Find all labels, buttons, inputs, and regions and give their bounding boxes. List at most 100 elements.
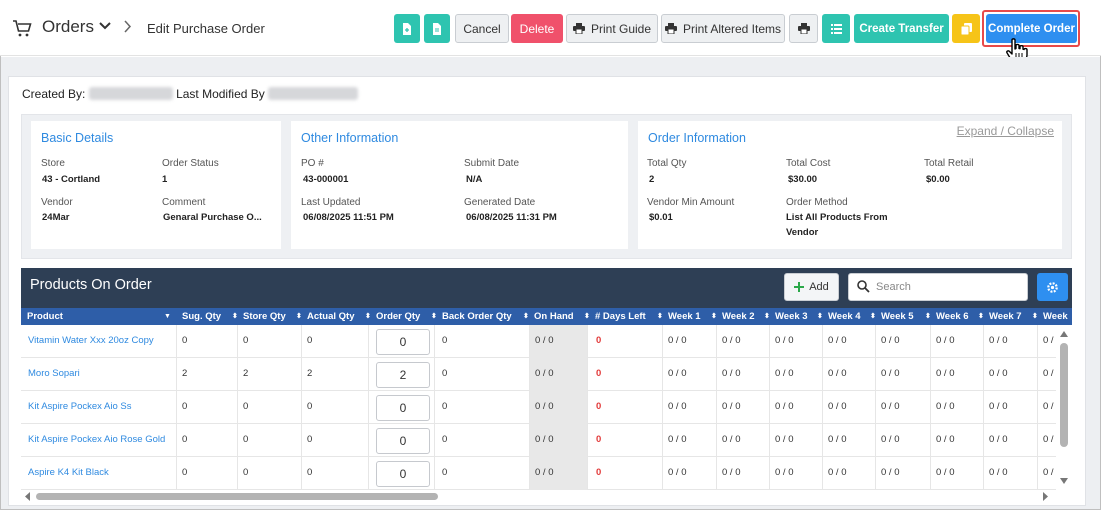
cell-back: 0 bbox=[442, 401, 448, 412]
cell-w2: 0 / 0 bbox=[722, 467, 741, 478]
chevron-down-icon[interactable] bbox=[99, 22, 111, 31]
print-altered-button[interactable]: Print Altered Items bbox=[661, 14, 785, 43]
cell-onhand: 0 / 0 bbox=[535, 401, 554, 412]
column-header[interactable]: Week 4 bbox=[828, 311, 861, 322]
redacted-user bbox=[268, 87, 359, 100]
column-header[interactable]: Sug. Qty bbox=[182, 311, 222, 322]
product-link[interactable]: Vitamin Water Xxx 20oz Copy bbox=[28, 335, 154, 346]
column-header[interactable]: Week 2 bbox=[722, 311, 755, 322]
column-header[interactable]: Week 7 bbox=[989, 311, 1022, 322]
order-info-box: Order Information Expand / Collapse Tota… bbox=[638, 121, 1062, 249]
create-transfer-button[interactable]: Create Transfer bbox=[854, 14, 949, 43]
product-link[interactable]: Kit Aspire Pockex Aio Rose Gold bbox=[28, 434, 166, 445]
complete-order-button[interactable]: Complete Order bbox=[986, 14, 1077, 43]
sort-icon[interactable]: ⬍ bbox=[365, 313, 371, 320]
file-plus-button[interactable] bbox=[394, 14, 420, 43]
cell-w1: 0 / 0 bbox=[668, 401, 687, 412]
order-qty-input[interactable]: 0 bbox=[376, 428, 430, 454]
column-header[interactable]: Order Qty bbox=[376, 311, 421, 322]
sort-icon[interactable]: ⬍ bbox=[978, 313, 984, 320]
horizontal-scrollbar[interactable] bbox=[21, 490, 1056, 503]
sort-icon[interactable]: ⬍ bbox=[431, 313, 437, 320]
gear-icon bbox=[1047, 282, 1058, 293]
sort-icon[interactable]: ⬍ bbox=[296, 313, 302, 320]
order-qty-input[interactable]: 0 bbox=[376, 461, 430, 487]
order-status-label: Order Status bbox=[162, 158, 219, 169]
last-updated-value: 06/08/2025 11:51 PM bbox=[303, 212, 394, 223]
product-link[interactable]: Aspire K4 Kit Black bbox=[28, 467, 109, 478]
column-header[interactable]: Week bbox=[1043, 311, 1068, 322]
column-header[interactable]: Week 5 bbox=[881, 311, 914, 322]
column-header[interactable]: Week 3 bbox=[775, 311, 808, 322]
cell-divider bbox=[237, 391, 238, 424]
cell-w3: 0 / 0 bbox=[775, 467, 794, 478]
cell-store: 0 bbox=[243, 434, 249, 445]
cell-divider bbox=[176, 457, 177, 490]
cell-w7: 0 / 0 bbox=[989, 368, 1008, 379]
cell-sug: 0 bbox=[182, 467, 188, 478]
vertical-scrollbar[interactable] bbox=[1056, 325, 1072, 490]
list-button[interactable] bbox=[822, 14, 850, 43]
column-header[interactable]: Week 6 bbox=[936, 311, 969, 322]
column-header[interactable]: Week 1 bbox=[668, 311, 701, 322]
order-qty-input[interactable]: 0 bbox=[376, 329, 430, 355]
cell-divider bbox=[1037, 457, 1038, 490]
last-modified-label: Last Modified By bbox=[176, 87, 265, 101]
add-product-button[interactable]: Add bbox=[784, 273, 839, 301]
delete-button[interactable]: Delete bbox=[511, 14, 563, 43]
copy-icon bbox=[960, 22, 972, 35]
sort-icon[interactable]: ⬍ bbox=[817, 313, 823, 320]
cell-divider bbox=[587, 358, 588, 391]
generated-date-value: 06/08/2025 11:31 PM bbox=[466, 212, 557, 223]
cell-w8: 0 / bbox=[1043, 467, 1054, 478]
sort-icon[interactable]: ⬍ bbox=[870, 313, 876, 320]
printer-icon bbox=[572, 23, 585, 34]
product-link[interactable]: Kit Aspire Pockex Aio Ss bbox=[28, 401, 132, 412]
sort-icon[interactable]: ⬍ bbox=[764, 313, 770, 320]
file-text-button[interactable] bbox=[424, 14, 450, 43]
section-title[interactable]: Orders bbox=[42, 17, 94, 36]
cell-w7: 0 / 0 bbox=[989, 434, 1008, 445]
print-guide-button[interactable]: Print Guide bbox=[566, 14, 658, 43]
column-header[interactable]: Store Qty bbox=[243, 311, 286, 322]
cell-divider bbox=[1037, 424, 1038, 457]
sort-icon[interactable]: ⬍ bbox=[584, 313, 590, 320]
other-info-box: Other Information PO # 43-000001 Submit … bbox=[291, 121, 628, 249]
cell-divider bbox=[434, 457, 435, 490]
sort-icon[interactable]: ⬍ bbox=[711, 313, 717, 320]
print-button[interactable] bbox=[789, 14, 818, 43]
column-header[interactable]: On Hand bbox=[534, 311, 574, 322]
column-header[interactable]: Back Order Qty bbox=[442, 311, 512, 322]
cancel-button[interactable]: Cancel bbox=[455, 14, 509, 43]
cell-w6: 0 / 0 bbox=[936, 434, 955, 445]
sort-icon[interactable]: ⬍ bbox=[925, 313, 931, 320]
sort-icon[interactable]: ⬍ bbox=[523, 313, 529, 320]
column-header[interactable]: # Days Left bbox=[595, 311, 646, 322]
order-method-value-cont: Vendor bbox=[786, 227, 819, 238]
settings-button[interactable] bbox=[1037, 273, 1068, 301]
product-link[interactable]: Moro Sopari bbox=[28, 368, 80, 379]
cell-divider bbox=[237, 358, 238, 391]
expand-collapse-link[interactable]: Expand / Collapse bbox=[956, 124, 1054, 138]
copy-button[interactable] bbox=[952, 14, 980, 43]
sort-icon[interactable]: ⬍ bbox=[1032, 313, 1038, 320]
cell-divider bbox=[983, 358, 984, 391]
search-input[interactable]: Search bbox=[848, 273, 1028, 301]
cell-w3: 0 / 0 bbox=[775, 434, 794, 445]
cell-divider bbox=[716, 457, 717, 490]
cell-divider bbox=[716, 358, 717, 391]
column-header[interactable]: Actual Qty bbox=[307, 311, 355, 322]
sort-icon[interactable]: ⬍ bbox=[657, 313, 663, 320]
cell-divider bbox=[1037, 358, 1038, 391]
cell-days: 0 bbox=[596, 434, 602, 445]
column-header[interactable]: Product bbox=[27, 311, 63, 322]
order-qty-input[interactable]: 0 bbox=[376, 395, 430, 421]
cell-w8: 0 / bbox=[1043, 401, 1054, 412]
chevron-down-icon[interactable]: ▼ bbox=[164, 313, 171, 320]
order-qty-input[interactable]: 2 bbox=[376, 362, 430, 388]
total-qty-label: Total Qty bbox=[647, 158, 687, 169]
vendor-min-value: $0.01 bbox=[649, 212, 673, 223]
sort-icon[interactable]: ⬍ bbox=[232, 313, 238, 320]
cell-divider bbox=[769, 457, 770, 490]
on-hand-shade bbox=[529, 457, 587, 490]
